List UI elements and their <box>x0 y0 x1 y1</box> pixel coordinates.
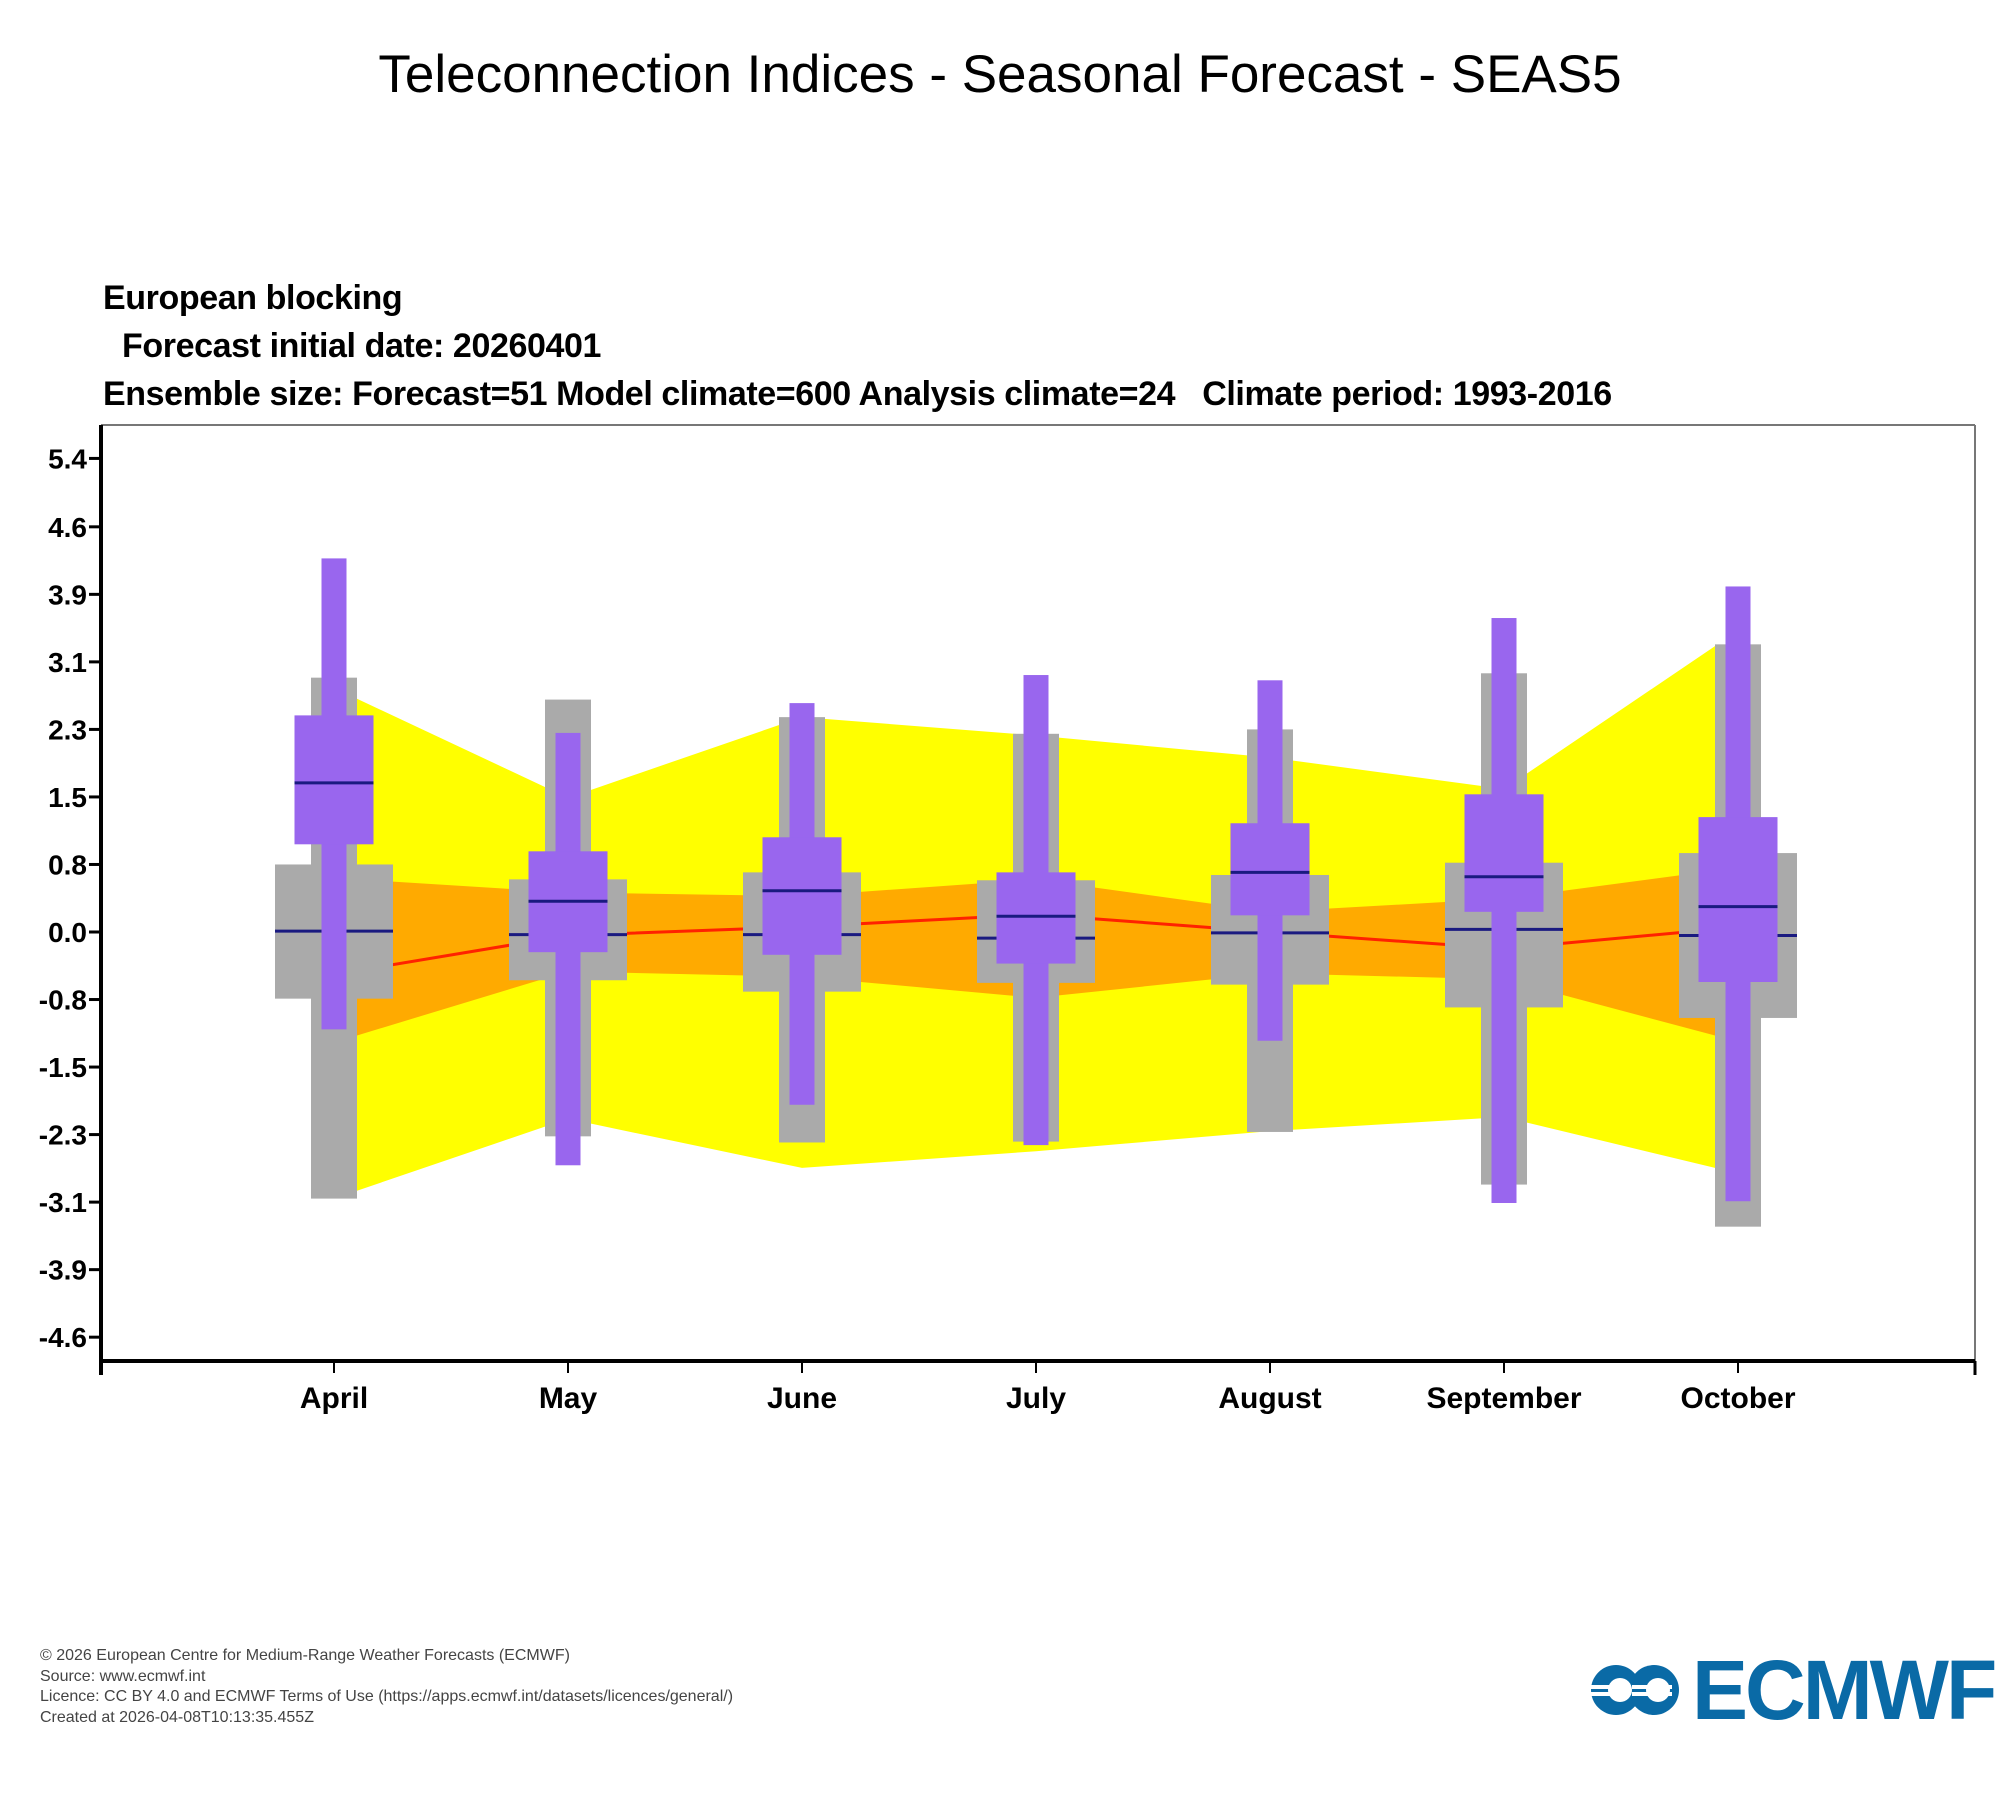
y-tick-label: -2.3 <box>39 1120 87 1151</box>
x-tick-label-september: September <box>1426 1382 1581 1415</box>
y-tick-label: -3.9 <box>39 1255 87 1286</box>
copyright-text: © 2026 European Centre for Medium-Range … <box>40 1647 570 1664</box>
y-tick-label: -3.1 <box>39 1187 87 1218</box>
x-tick-label-may: May <box>539 1382 598 1415</box>
forecast-june-box <box>762 837 842 955</box>
ecmwf-logo: ECMWF <box>1590 1644 1997 1736</box>
ecmwf-logo-text: ECMWF <box>1692 1643 1997 1737</box>
forecast-august-box <box>1230 823 1310 916</box>
forecast-october-box <box>1698 817 1778 982</box>
y-tick-label: 5.4 <box>48 443 87 474</box>
ensemble-info-label: Ensemble size: Forecast=51 Model climate… <box>103 375 1612 413</box>
box-plots <box>275 558 1797 1227</box>
initial-date-label: Forecast initial date: 20260401 <box>113 327 602 365</box>
y-tick-label: 3.9 <box>48 579 87 610</box>
y-tick-label: -4.6 <box>39 1322 87 1353</box>
x-tick-label-october: October <box>1680 1382 1795 1415</box>
licence-text: Licence: CC BY 4.0 and ECMWF Terms of Us… <box>40 1688 734 1705</box>
forecast-july-box <box>996 872 1076 964</box>
source-text: Source: www.ecmwf.int <box>40 1667 206 1685</box>
forecast-september-box <box>1464 794 1544 912</box>
x-tick-label-april: April <box>300 1382 368 1415</box>
y-tick-label: -0.8 <box>39 985 87 1016</box>
index-name: European blocking <box>103 279 403 317</box>
y-tick-label: 1.5 <box>48 782 87 813</box>
y-tick-label: 0.0 <box>48 917 87 948</box>
footer: © 2026 European Centre for Medium-Range … <box>40 1646 733 1728</box>
x-tick-label-august: August <box>1218 1382 1321 1415</box>
ecmwf-symbol-icon <box>1590 1665 1679 1715</box>
y-tick-label: 4.6 <box>48 512 87 543</box>
y-tick-label: 0.8 <box>48 849 87 880</box>
forecast-april-box <box>294 715 374 845</box>
y-tick-label: 2.3 <box>48 714 87 745</box>
page-title: Teleconnection Indices - Seasonal Foreca… <box>378 45 1622 104</box>
x-tick-label-july: July <box>1006 1382 1066 1415</box>
axes: 5.4 4.6 3.9 3.1 2.3 1.5 0.8 0.0 -0.8 -1.5 -2.3 -3.1… <box>39 424 1977 1415</box>
y-tick-label: -1.5 <box>39 1052 87 1083</box>
created-timestamp: Created at 2026-04-08T10:13:35.455Z <box>40 1708 314 1726</box>
y-tick-label: 3.1 <box>48 647 87 678</box>
x-tick-label-june: June <box>767 1382 837 1415</box>
